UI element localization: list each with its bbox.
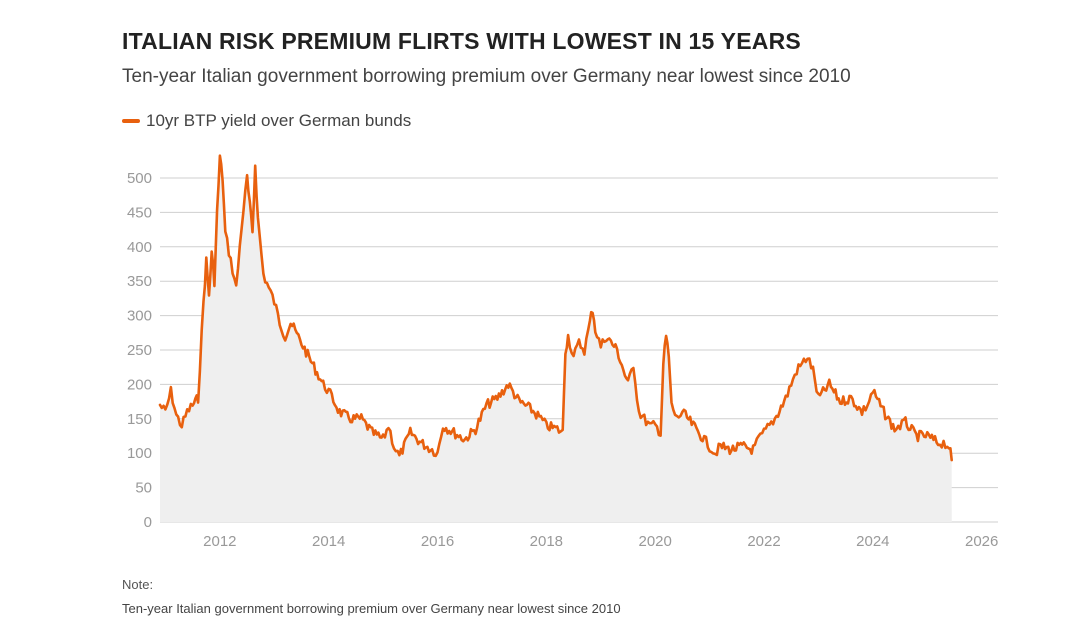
x-tick-label: 2016 [421,533,454,550]
y-tick-label: 300 [127,308,152,325]
y-tick-label: 450 [127,204,152,221]
x-tick-label: 2012 [203,533,236,550]
y-tick-label: 250 [127,342,152,359]
x-tick-label: 2020 [638,533,671,550]
y-tick-label: 400 [127,239,152,256]
note-label: Note: [122,577,154,592]
y-tick-label: 500 [127,170,152,187]
y-tick-label: 50 [135,480,152,497]
series-area [160,155,952,522]
x-tick-label: 2024 [856,533,889,550]
y-tick-label: 0 [144,514,152,531]
y-tick-label: 100 [127,445,152,462]
series-line [158,154,953,462]
y-tick-label: 150 [127,411,152,428]
legend-label: 10yr BTP yield over German bunds [146,111,412,130]
legend-swatch [122,119,140,123]
line-chart: 0 50 100 150 200 250 300 350 400 450 500 2012 2014 20… [127,154,998,550]
x-tick-label: 2022 [747,533,780,550]
legend: 10yr BTP yield over German bunds [122,111,411,131]
y-tick-label: 200 [127,376,152,393]
y-tick-label: 350 [127,273,152,290]
x-tick-label: 2014 [312,533,345,550]
chart-title: ITALIAN RISK PREMIUM FLIRTS WITH LOWEST … [122,28,801,54]
chart-subtitle: Ten-year Italian government borrowing pr… [122,66,851,87]
x-tick-label: 2018 [530,533,563,550]
note-text: Ten-year Italian government borrowing pr… [122,601,621,616]
x-tick-label: 2026 [965,533,998,550]
